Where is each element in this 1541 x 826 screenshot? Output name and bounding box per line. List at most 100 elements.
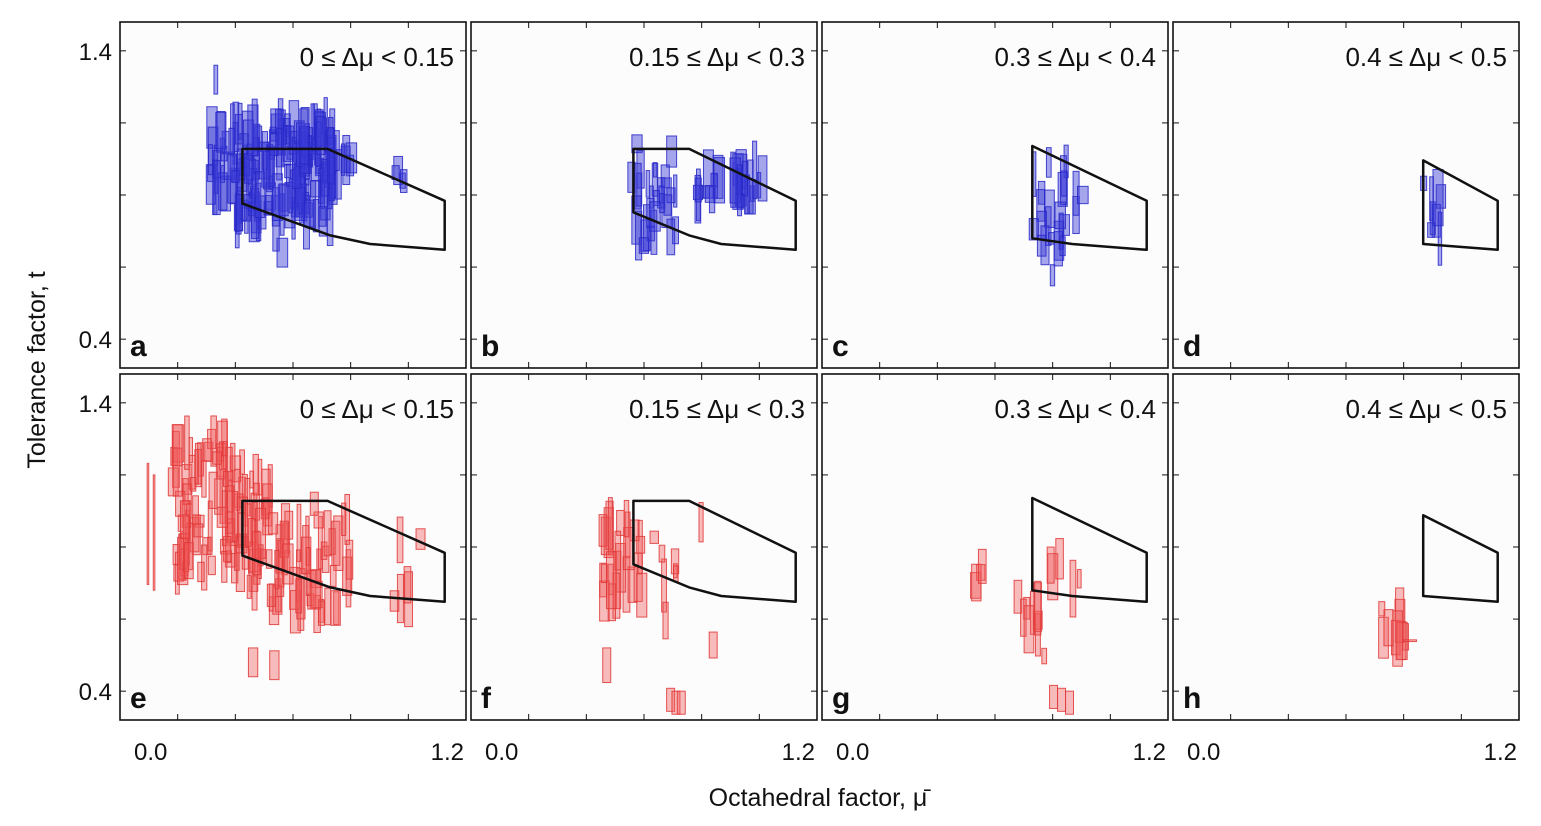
data-box — [614, 530, 622, 571]
data-box — [179, 500, 190, 540]
data-box — [251, 575, 258, 611]
data-box — [171, 424, 183, 467]
data-box — [636, 572, 648, 618]
data-box — [1055, 538, 1064, 580]
stability-region — [1421, 514, 1499, 604]
data-box — [1047, 553, 1059, 601]
panel-letter: g — [832, 682, 850, 715]
data-box — [1427, 222, 1436, 238]
data-box — [729, 157, 741, 204]
data-box — [248, 191, 260, 243]
data-box — [221, 490, 227, 547]
panel-c: 0.3 ≤ Δμ < 0.4 c — [821, 21, 1169, 369]
data-box — [172, 447, 183, 497]
data-box — [389, 590, 400, 612]
data-box — [207, 536, 213, 555]
panel-frame — [821, 373, 1169, 721]
x-tick-label: 0.0 — [1187, 739, 1220, 766]
data-box — [218, 172, 228, 211]
data-box — [1431, 203, 1441, 238]
data-box — [215, 111, 227, 150]
data-box — [342, 556, 353, 596]
data-box — [713, 157, 726, 204]
data-box — [314, 109, 324, 147]
data-box — [396, 516, 404, 564]
data-box — [248, 517, 256, 574]
data-box — [231, 170, 240, 183]
data-box — [1057, 687, 1067, 712]
data-box — [284, 128, 291, 148]
data-box — [393, 155, 404, 186]
panel-frame — [1172, 373, 1520, 721]
data-box — [747, 159, 754, 215]
data-box — [645, 170, 651, 198]
panels: 0 ≤ Δμ < 0.15 a 0.4 1.4 0.15 ≤ Δμ < 0.3 b 0.3 … — [79, 21, 1520, 766]
stability-region — [1421, 159, 1499, 252]
x-tick-label: 1.2 — [1484, 739, 1517, 766]
panel-letter: b — [481, 330, 499, 363]
data-box — [661, 558, 667, 613]
data-box — [220, 175, 232, 212]
data-box — [310, 103, 315, 140]
data-box — [676, 690, 686, 715]
data-box — [289, 566, 301, 610]
data-box — [235, 193, 242, 235]
data-box — [341, 502, 347, 536]
data-box — [268, 583, 274, 612]
data-box — [280, 503, 291, 554]
data-box — [1060, 170, 1068, 197]
data-box — [344, 493, 351, 545]
data-box — [737, 164, 743, 217]
data-box — [288, 178, 294, 214]
data-box — [1020, 598, 1027, 637]
x-axis-label: Octahedral factor, μ̄ — [709, 784, 932, 812]
data-box — [415, 528, 426, 550]
panel-title: 0.3 ≤ Δμ < 0.4 — [994, 42, 1156, 72]
data-box — [757, 155, 768, 202]
data-box — [322, 161, 331, 184]
data-box — [244, 199, 249, 234]
data-box — [173, 564, 184, 582]
data-box — [640, 219, 650, 252]
data-box — [1034, 580, 1042, 636]
data-box — [184, 415, 190, 470]
panel-title: 0.15 ≤ Δμ < 0.3 — [629, 394, 805, 424]
data-box — [328, 116, 334, 144]
data-box — [193, 523, 204, 538]
data-box — [1054, 201, 1066, 230]
data-box — [1013, 579, 1023, 614]
data-box — [635, 535, 646, 554]
data-box — [207, 500, 213, 552]
data-box — [607, 497, 613, 556]
data-box — [197, 561, 205, 583]
data-box — [247, 104, 259, 157]
data-box — [756, 171, 762, 199]
data-box — [666, 135, 678, 168]
data-box — [305, 547, 311, 596]
data-box — [177, 514, 185, 532]
x-tick-label: 1.2 — [1133, 739, 1166, 766]
data-box — [658, 544, 666, 563]
data-box — [208, 471, 218, 509]
panel-a: 0 ≤ Δμ < 0.15 a 0.4 1.4 — [79, 21, 467, 369]
data-box — [309, 569, 321, 610]
data-box — [251, 531, 262, 576]
data-box — [622, 555, 631, 613]
data-box — [183, 542, 194, 580]
data-box — [284, 163, 291, 179]
data-box — [194, 449, 199, 485]
data-box — [600, 563, 608, 584]
data-box — [649, 201, 661, 232]
x-tick-label: 1.2 — [431, 739, 464, 766]
data-box — [213, 64, 219, 95]
data-box — [666, 187, 676, 204]
data-box — [660, 164, 670, 189]
data-box — [1053, 231, 1063, 267]
stability-region — [632, 147, 797, 252]
data-box — [341, 143, 346, 176]
data-box — [1036, 189, 1046, 222]
x-tick-label: 1.2 — [782, 739, 815, 766]
stability-region — [1031, 496, 1148, 604]
panel-letter: h — [1183, 682, 1201, 715]
panel-frame — [821, 21, 1169, 369]
